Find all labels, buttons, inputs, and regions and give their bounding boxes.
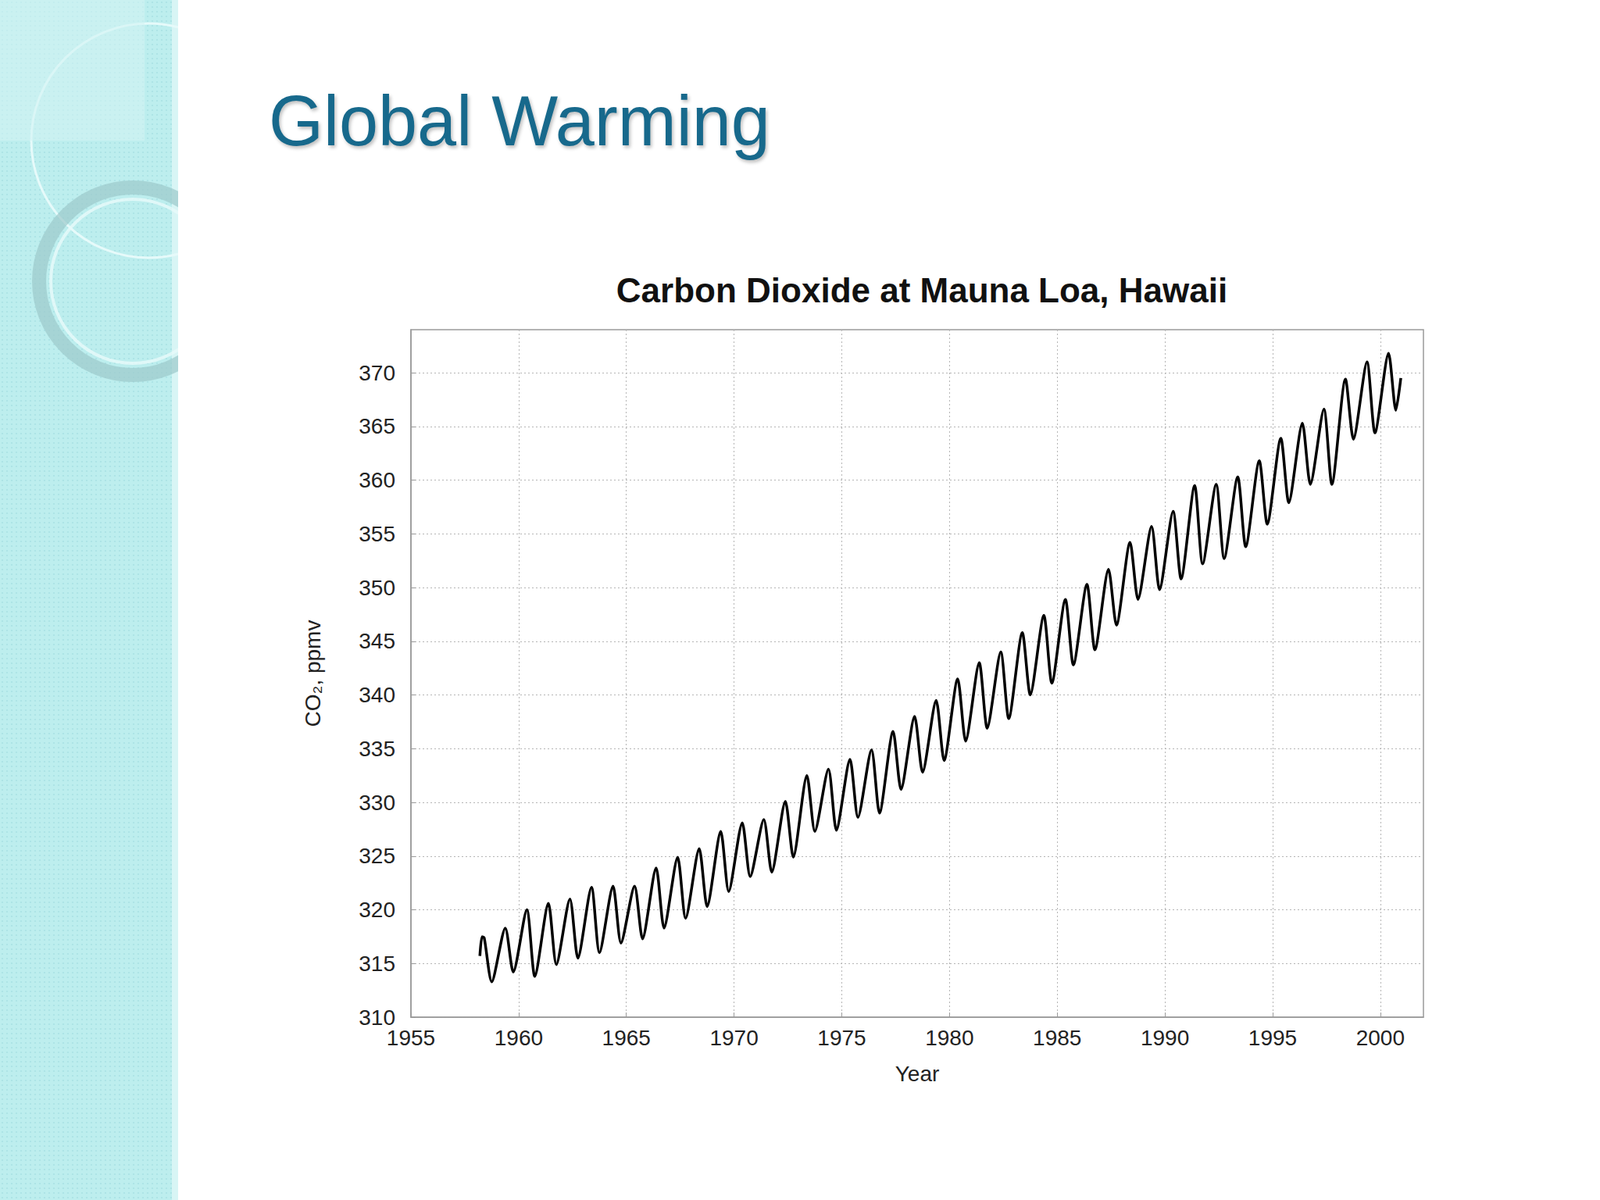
svg-text:340: 340 [358, 682, 396, 708]
svg-text:1975: 1975 [817, 1025, 866, 1050]
svg-text:370: 370 [358, 360, 396, 386]
svg-text:1965: 1965 [602, 1025, 651, 1050]
svg-text:1995: 1995 [1248, 1025, 1297, 1050]
svg-text:310: 310 [358, 1005, 396, 1030]
svg-text:355: 355 [358, 521, 396, 547]
svg-text:1990: 1990 [1140, 1025, 1190, 1050]
svg-text:1980: 1980 [925, 1025, 974, 1050]
svg-text:320: 320 [358, 897, 396, 922]
svg-text:330: 330 [358, 790, 396, 815]
svg-text:335: 335 [358, 736, 396, 761]
svg-text:325: 325 [358, 843, 396, 868]
svg-text:315: 315 [358, 951, 396, 976]
svg-text:360: 360 [358, 467, 396, 493]
svg-text:345: 345 [358, 628, 396, 654]
svg-text:Carbon Dioxide at Mauna Loa, H: Carbon Dioxide at Mauna Loa, Hawaii [616, 271, 1228, 310]
svg-text:1955: 1955 [386, 1025, 436, 1050]
svg-text:350: 350 [358, 575, 396, 600]
svg-text:365: 365 [358, 414, 396, 439]
svg-text:Year: Year [895, 1061, 940, 1086]
svg-text:2000: 2000 [1356, 1025, 1405, 1050]
svg-text:1985: 1985 [1032, 1025, 1082, 1050]
html-text:Global Warming: Global Warming [268, 82, 771, 161]
svg-text:1970: 1970 [709, 1025, 758, 1050]
svg-text:CO₂, ppmv: CO₂, ppmv [300, 620, 325, 728]
svg-text:1960: 1960 [494, 1025, 543, 1050]
